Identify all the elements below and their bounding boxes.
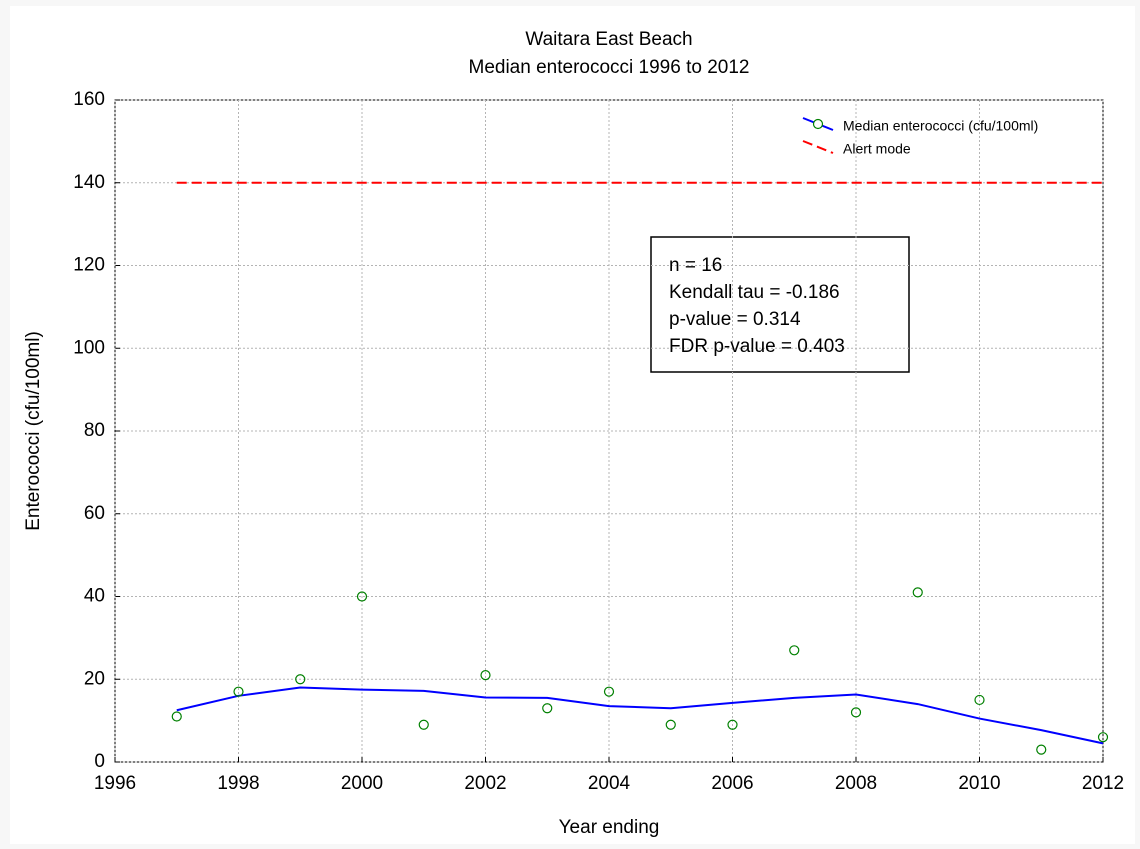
data-point bbox=[789, 645, 800, 656]
y-tick-label: 120 bbox=[73, 255, 105, 276]
data-point bbox=[1036, 744, 1047, 755]
stats-box bbox=[650, 236, 910, 373]
legend-line bbox=[802, 140, 834, 154]
y-tick-label: 40 bbox=[84, 586, 105, 607]
data-point bbox=[418, 719, 429, 730]
data-point bbox=[356, 591, 368, 602]
x-tick-label: 2010 bbox=[958, 773, 1000, 794]
x-tick-label: 1996 bbox=[94, 773, 136, 794]
data-point bbox=[233, 686, 244, 697]
x-tick-label: 2008 bbox=[835, 773, 877, 794]
chart-title: Waitara East Beach bbox=[525, 29, 692, 50]
data-point bbox=[295, 674, 306, 685]
x-tick-label: 2000 bbox=[341, 773, 383, 794]
data-point bbox=[1097, 732, 1109, 743]
y-tick-label: 100 bbox=[73, 337, 105, 358]
x-tick-label: 1998 bbox=[217, 773, 259, 794]
x-axis-label: Year ending bbox=[559, 817, 660, 838]
data-point bbox=[480, 670, 491, 681]
data-point bbox=[603, 686, 615, 697]
data-point bbox=[727, 719, 738, 730]
data-point bbox=[850, 707, 862, 718]
chart-subtitle: Median enterococci 1996 to 2012 bbox=[469, 57, 750, 78]
data-point bbox=[665, 719, 676, 730]
legend-label: Median enterococci (cfu/100ml) bbox=[843, 118, 1038, 134]
y-tick-label: 140 bbox=[73, 172, 105, 193]
x-tick-label: 2002 bbox=[464, 773, 506, 794]
annotation: FDR p-value = 0.403 bbox=[669, 336, 845, 357]
y-tick-label: 160 bbox=[73, 89, 105, 110]
annotation: n = 16 bbox=[669, 255, 722, 276]
x-tick-label: 2004 bbox=[588, 773, 631, 794]
annotation: Kendall tau = -0.186 bbox=[669, 282, 840, 303]
data-point bbox=[171, 711, 182, 722]
legend-label: Alert mode bbox=[843, 141, 911, 157]
data-point bbox=[912, 587, 923, 598]
y-axis-label: Enterococci (cfu/100ml) bbox=[23, 331, 44, 531]
legend-marker bbox=[812, 118, 824, 130]
data-point bbox=[542, 703, 553, 714]
x-tick-label: 2012 bbox=[1082, 773, 1124, 794]
data-point bbox=[974, 694, 985, 706]
y-tick-label: 20 bbox=[84, 668, 105, 689]
y-tick-label: 0 bbox=[94, 751, 105, 772]
annotation: p-value = 0.314 bbox=[669, 309, 801, 330]
y-tick-label: 80 bbox=[84, 420, 105, 441]
fit-line bbox=[176, 686, 1104, 745]
x-tick-label: 2006 bbox=[711, 773, 753, 794]
y-tick-label: 60 bbox=[84, 503, 105, 524]
